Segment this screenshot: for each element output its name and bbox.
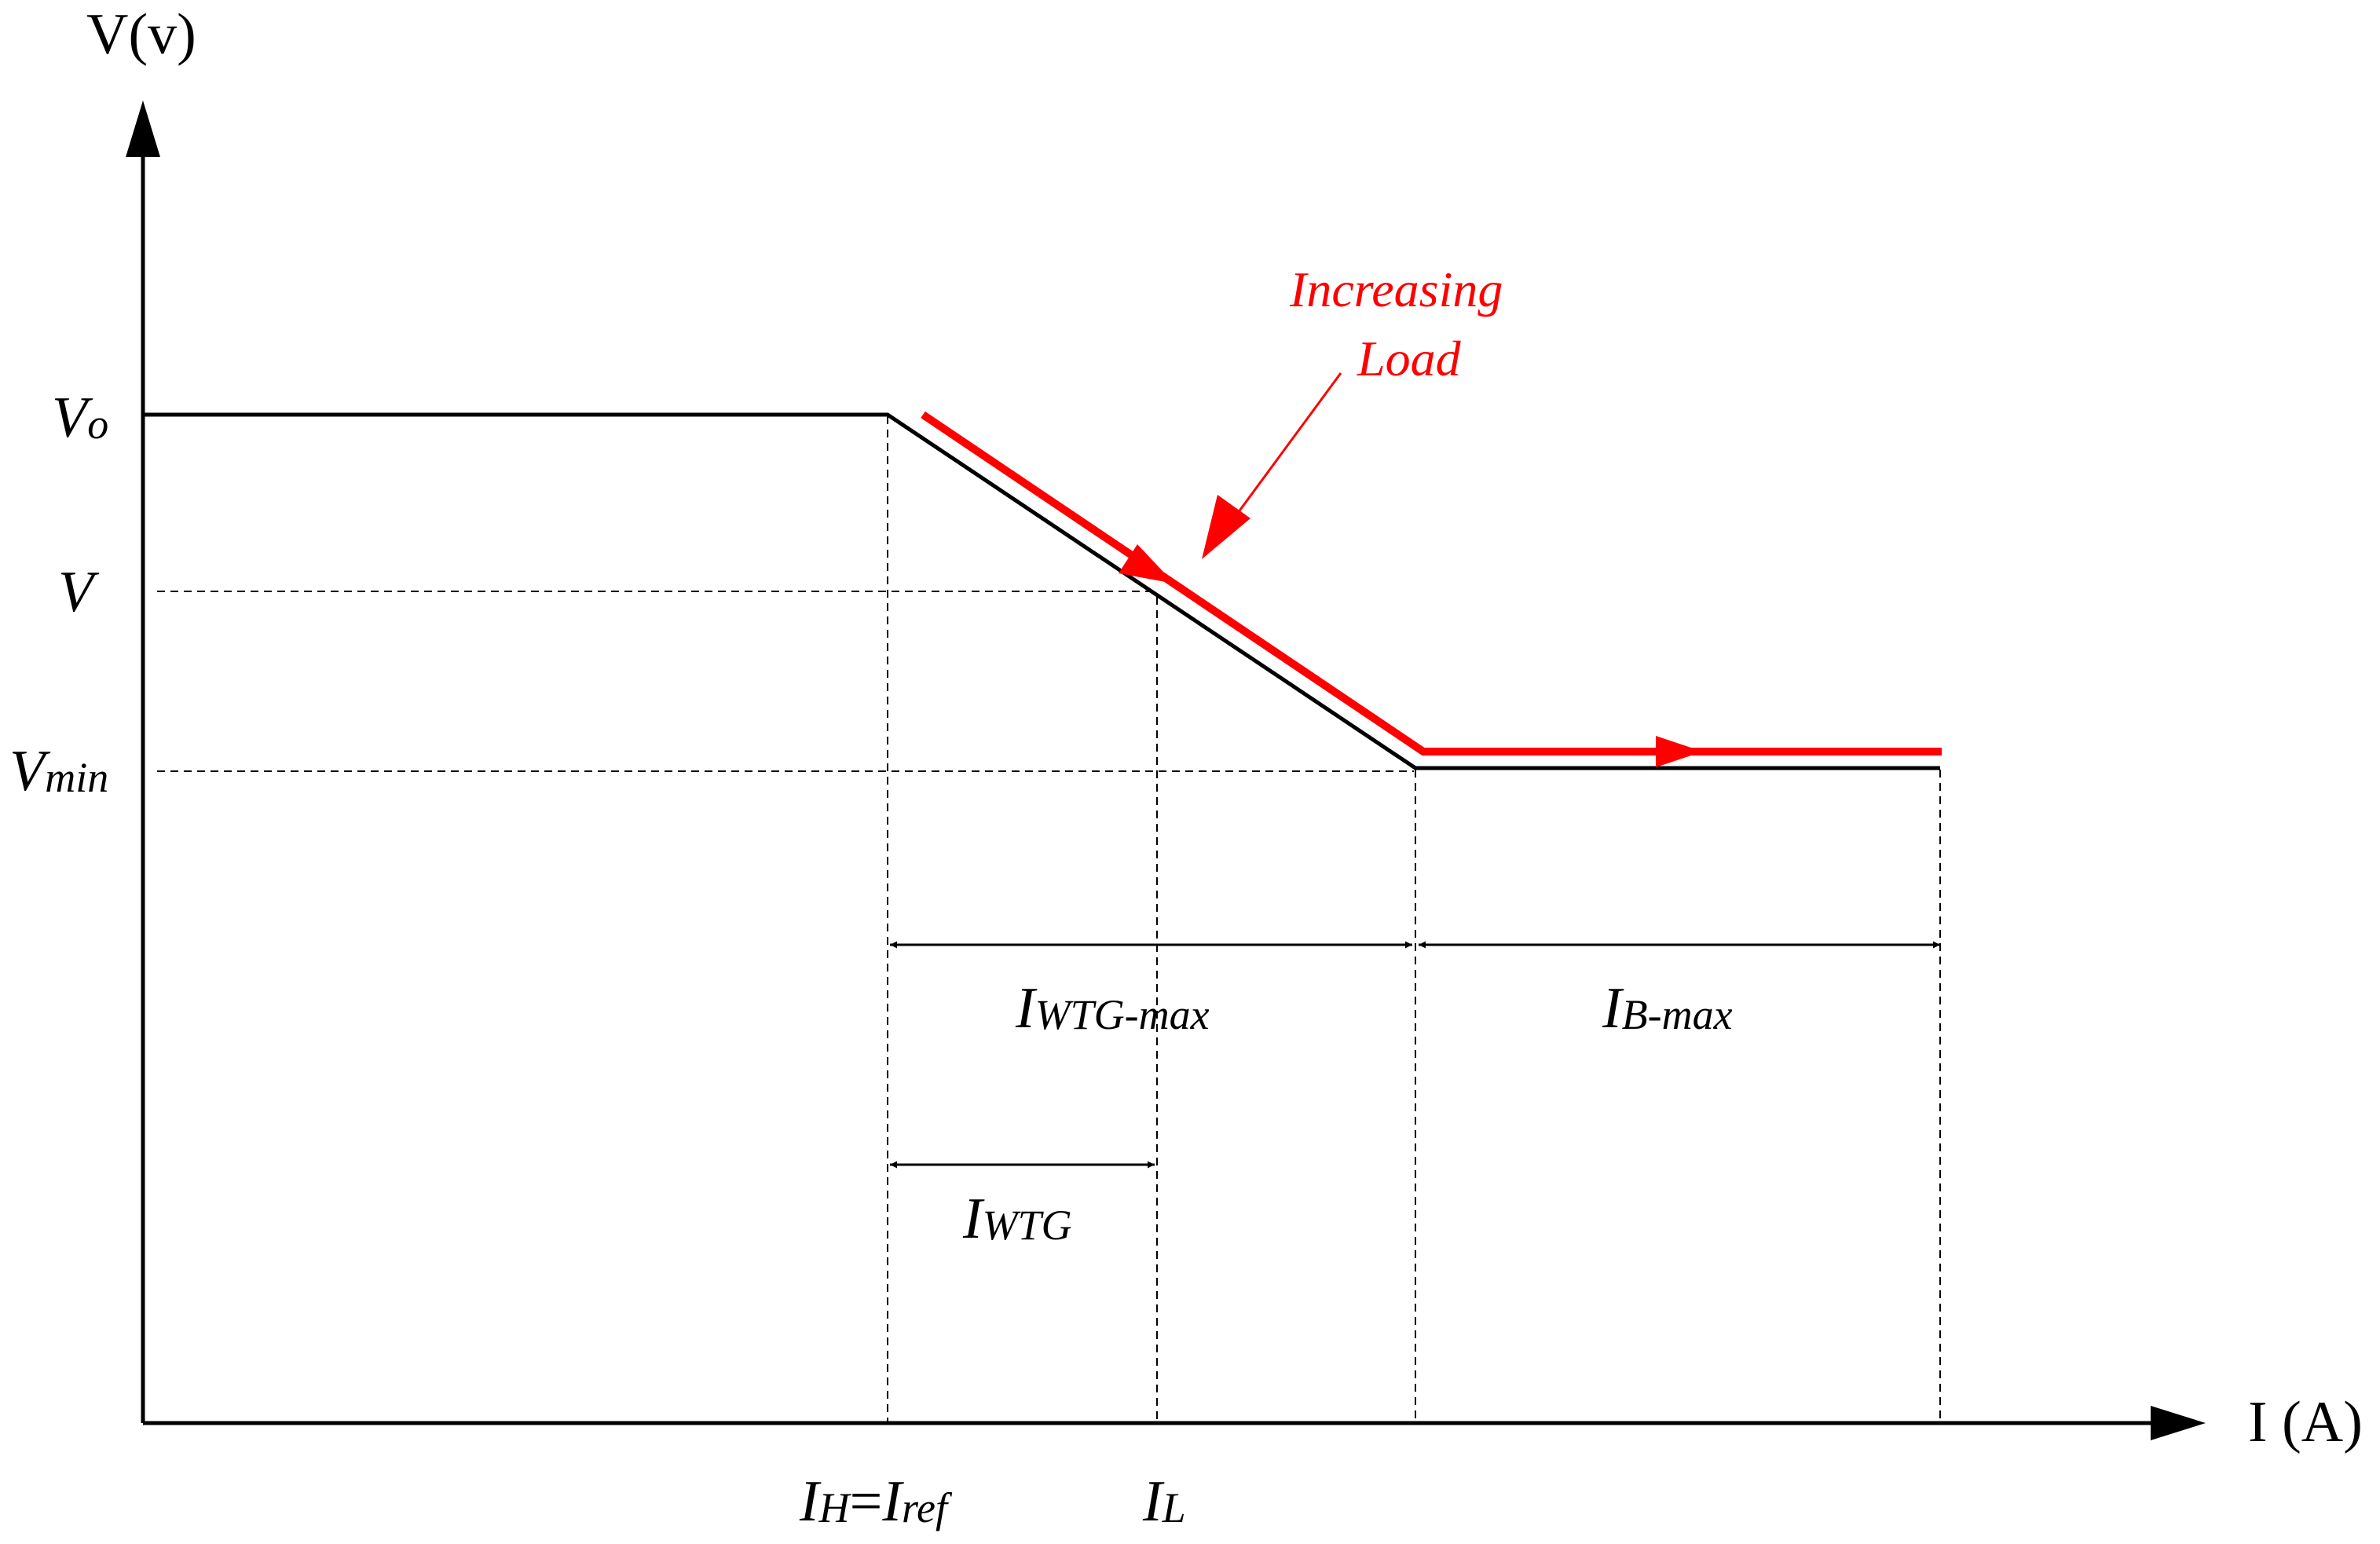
iwtg-max-label: IWTG-max — [1015, 976, 1210, 1041]
ih-iref-label: IH=Iref — [799, 1469, 953, 1534]
increasing-load-line2: Load — [1357, 331, 1462, 386]
y-axis-arrowhead — [126, 101, 160, 157]
v-label: V — [58, 560, 100, 624]
vmin-label: Vmin — [9, 739, 108, 803]
x-axis-arrowhead — [2151, 1406, 2206, 1440]
axes — [126, 101, 2206, 1440]
x-axis-label: I (A) — [2248, 1390, 2363, 1454]
il-label: IL — [1142, 1469, 1186, 1534]
load-path-arrow-slope — [1119, 544, 1174, 584]
load-path — [921, 411, 1942, 767]
load-path-line — [921, 411, 1942, 756]
y-axis-label: V(v) — [86, 2, 196, 67]
dimension-arrows — [890, 941, 1940, 1169]
ib-max-label: IB-max — [1602, 976, 1733, 1041]
droop-curve — [143, 412, 1940, 770]
increasing-load-pointer-line — [1228, 372, 1342, 525]
iwtg-label: IWTG — [962, 1187, 1072, 1251]
increasing-load-pointer — [1202, 372, 1342, 559]
increasing-load-pointer-head — [1202, 495, 1250, 559]
guide-lines — [157, 416, 1941, 1423]
vo-label: Vo — [52, 386, 108, 450]
load-path-arrow-flat — [1656, 736, 1703, 767]
increasing-load-line1: Increasing — [1289, 262, 1503, 317]
